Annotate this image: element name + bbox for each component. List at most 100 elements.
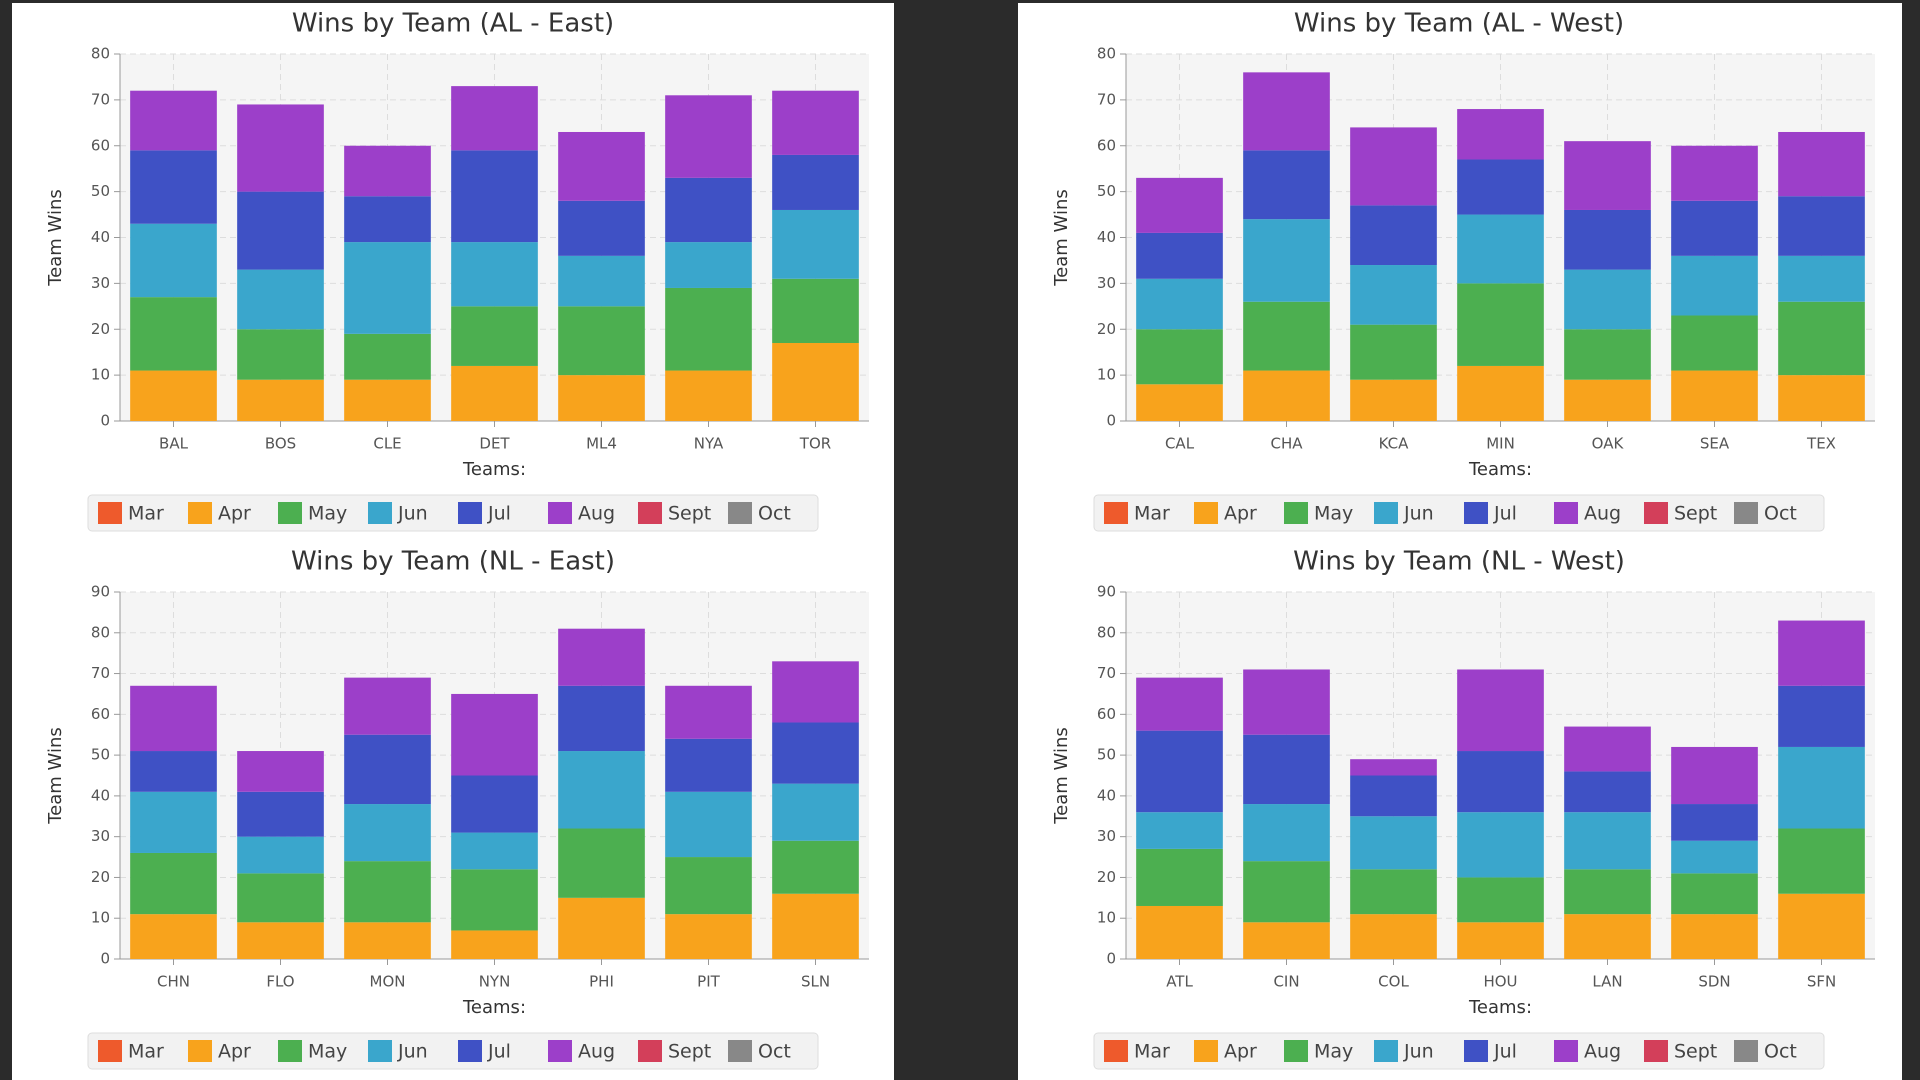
bar-segment (1778, 685, 1865, 747)
bar-segment (1136, 232, 1223, 279)
legend-label: Jun (1403, 1041, 1434, 1063)
bar-segment (1778, 746, 1865, 829)
bar-segment (1136, 384, 1223, 421)
legend-label: Aug (578, 1041, 615, 1063)
bar-segment (665, 287, 752, 371)
y-tick-label: 80 (91, 45, 110, 63)
legend-swatch (638, 502, 662, 524)
bar-segment (772, 154, 859, 210)
bar-segment (130, 791, 217, 853)
bar-segment (130, 852, 217, 915)
bar-segment (344, 804, 431, 862)
y-tick-label: 30 (91, 274, 110, 292)
legend-swatch (188, 502, 212, 524)
x-tick-label: MON (370, 973, 406, 991)
x-tick-label: MIN (1486, 435, 1515, 453)
bar-segment (1350, 775, 1437, 817)
legend-swatch (1554, 1040, 1578, 1062)
y-tick-label: 60 (1097, 136, 1116, 154)
legend-label: Jun (397, 503, 428, 525)
legend-swatch (1194, 502, 1218, 524)
bar-segment (1243, 861, 1330, 923)
legend-label: Mar (128, 503, 164, 525)
x-tick-label: BAL (159, 435, 189, 453)
bar-segment (344, 861, 431, 923)
bar-segment (665, 242, 752, 288)
bar-segment (1136, 177, 1223, 233)
bar-segment (772, 661, 859, 723)
x-tick-label: FLO (266, 973, 294, 991)
bar-segment (1671, 873, 1758, 915)
legend-swatch (188, 1040, 212, 1062)
y-tick-label: 70 (91, 664, 110, 682)
y-tick-label: 60 (91, 705, 110, 723)
legend-swatch (1644, 1040, 1668, 1062)
legend-label: Mar (128, 1041, 164, 1063)
bar-segment (665, 177, 752, 243)
x-tick-label: PIT (697, 973, 720, 991)
legend-swatch (98, 1040, 122, 1062)
bar-segment (130, 297, 217, 371)
legend-label: Apr (1224, 1041, 1257, 1063)
y-tick-label: 70 (91, 90, 110, 108)
x-tick-label: SLN (801, 973, 830, 991)
bar-segment (451, 869, 538, 931)
legend-label: Oct (758, 503, 791, 525)
bar-segment (1457, 159, 1544, 215)
x-tick-label: LAN (1592, 973, 1622, 991)
y-tick-label: 0 (1106, 412, 1116, 430)
bar-segment (1457, 365, 1544, 421)
legend-swatch (1464, 1040, 1488, 1062)
bar-segment (1136, 848, 1223, 906)
bar-segment (1564, 329, 1651, 380)
bar-segment (665, 95, 752, 178)
bar-segment (665, 914, 752, 959)
bar-segment (1564, 379, 1651, 421)
y-tick-label: 0 (1106, 950, 1116, 968)
chart-title: Wins by Team (NL - West) (1293, 547, 1625, 577)
legend-swatch (368, 1040, 392, 1062)
x-tick-label: TEX (1806, 435, 1836, 453)
bar-segment (130, 150, 217, 224)
legend-swatch (548, 1040, 572, 1062)
bar-segment (772, 343, 859, 421)
y-tick-label: 30 (91, 827, 110, 845)
y-tick-label: 40 (91, 228, 110, 246)
x-tick-label: NYA (694, 435, 724, 453)
legend-swatch (728, 1040, 752, 1062)
y-tick-label: 20 (91, 868, 110, 886)
bar-segment (1778, 620, 1865, 686)
chart: Wins by Team (NL - East) 0 10 20 30 40 50 60 70 8… (45, 547, 869, 1070)
legend-swatch (1734, 502, 1758, 524)
legend-swatch (98, 502, 122, 524)
y-tick-label: 10 (1097, 366, 1116, 384)
y-tick-label: 50 (91, 746, 110, 764)
bar-segment (1243, 219, 1330, 302)
y-tick-label: 50 (91, 182, 110, 200)
legend-swatch (1644, 502, 1668, 524)
bar-segment (237, 751, 324, 792)
bar-segment (1671, 145, 1758, 201)
y-tick-label: 80 (1097, 45, 1116, 63)
bar-segment (130, 223, 217, 298)
x-tick-label: SFN (1807, 973, 1836, 991)
bar-segment (1778, 196, 1865, 256)
bar-segment (1136, 730, 1223, 813)
x-tick-label: PHI (589, 973, 614, 991)
legend-swatch (278, 1040, 302, 1062)
legend-box (87, 1032, 819, 1070)
y-tick-label: 60 (1097, 705, 1116, 723)
bar-segment (237, 873, 324, 923)
bar-segment (237, 791, 324, 837)
bar-segment (1564, 812, 1651, 870)
bar-segment (772, 783, 859, 841)
legend-label: Apr (218, 1041, 251, 1063)
bar-segment (130, 914, 217, 959)
legend-label: Sept (1674, 1041, 1717, 1063)
y-tick-label: 90 (1097, 583, 1116, 601)
y-tick-label: 70 (1097, 664, 1116, 682)
x-tick-label: CLE (373, 435, 401, 453)
bar-segment (1671, 255, 1758, 316)
legend-box (1093, 494, 1825, 532)
y-tick-label: 40 (1097, 786, 1116, 804)
